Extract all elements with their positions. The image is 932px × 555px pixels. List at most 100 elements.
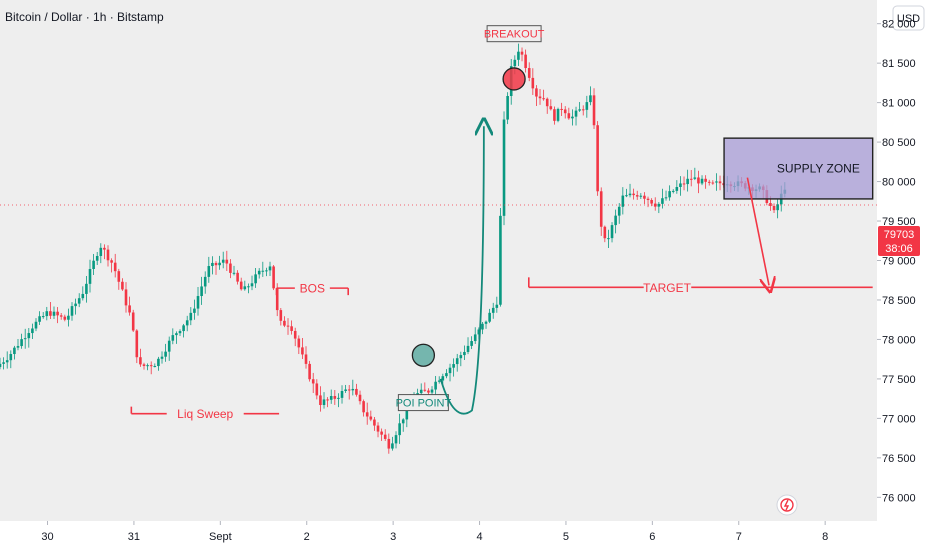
candle-body [531, 77, 535, 89]
candle-body [319, 395, 322, 406]
candle-body [106, 249, 110, 261]
candle-body [542, 98, 545, 100]
candle-body [20, 339, 23, 347]
y-tick-label: 76 000 [882, 492, 916, 504]
candle-body [538, 96, 542, 99]
candle-body [380, 431, 383, 435]
candle-body [617, 206, 621, 216]
candle-body [196, 296, 200, 309]
candle-body [646, 198, 650, 200]
candle-body [286, 325, 290, 327]
y-tick-label: 76 500 [882, 453, 916, 465]
candle-body [214, 262, 218, 266]
candle-body [351, 388, 355, 391]
candle-body [635, 195, 639, 197]
candle-body [67, 315, 70, 320]
candle-body [599, 191, 603, 227]
candle-body [193, 308, 196, 313]
time-axis[interactable] [0, 521, 932, 550]
lightning-icon[interactable] [776, 494, 798, 516]
candle-body [0, 363, 2, 368]
candle-body [52, 311, 56, 316]
candle-body [5, 360, 9, 363]
candle-body [160, 356, 164, 359]
candle-body [207, 266, 211, 277]
candle-body [477, 329, 481, 335]
candle-body [117, 271, 121, 282]
breakout-label-box [486, 25, 542, 43]
poi-label: POI POINT [396, 398, 452, 410]
x-tick-label: Sept [209, 531, 232, 543]
candle-body [610, 225, 614, 239]
candle-body [387, 438, 391, 449]
candle-body [121, 281, 124, 290]
candle-body [459, 355, 463, 359]
candle-body [128, 305, 131, 313]
candle-body [769, 203, 772, 206]
candle-body [81, 293, 85, 299]
candle-body [31, 328, 34, 334]
candle-body [301, 347, 304, 355]
candle-body [430, 389, 434, 393]
y-tick-label: 81 000 [882, 98, 916, 110]
candle-body [88, 269, 92, 284]
y-tick-label: 77 500 [882, 374, 916, 386]
candle-body [376, 425, 380, 432]
price-countdown: 38:06 [885, 243, 913, 255]
candle-body [427, 390, 430, 393]
candle-body [423, 389, 427, 391]
candle-body [607, 238, 610, 240]
chart-title: Bitcoin / Dollar · 1h · Bitstamp [5, 10, 164, 24]
candle-body [373, 419, 376, 426]
candle-body [283, 320, 286, 326]
target-arrow [746, 177, 769, 286]
candle-body [344, 389, 347, 391]
candle-body [567, 113, 571, 119]
candle-body [661, 198, 664, 204]
bos-label: BOS [300, 282, 325, 296]
candle-body [203, 276, 207, 287]
y-tick-label: 80 000 [882, 177, 916, 189]
breakout-circle [502, 67, 526, 91]
candle-body [103, 247, 106, 250]
candle-body [13, 347, 16, 355]
candle-body [664, 197, 668, 199]
x-tick-label: 7 [736, 531, 742, 543]
candle-body [45, 311, 49, 317]
candle-body [182, 325, 185, 332]
plot-area[interactable] [0, 0, 877, 521]
candle-body [77, 298, 81, 304]
price-axis[interactable] [877, 0, 932, 521]
candle-body [682, 183, 686, 185]
candle-body [142, 364, 146, 366]
candle-body [232, 272, 236, 274]
y-tick-label: 78 500 [882, 295, 916, 307]
candle-body [275, 288, 279, 311]
candle-body [9, 354, 13, 361]
candle-body [394, 435, 398, 444]
candle-body [549, 106, 553, 110]
candle-body [563, 109, 567, 114]
candle-body [495, 304, 499, 308]
candle-body [279, 310, 283, 321]
candle-body [311, 379, 315, 384]
y-tick-label: 78 000 [882, 334, 916, 346]
currency-button[interactable]: USD [892, 5, 925, 31]
candle-body [401, 419, 405, 424]
candle-body [124, 289, 128, 306]
candle-body [85, 283, 88, 294]
candle-body [16, 346, 20, 348]
candle-body [621, 195, 625, 207]
candle-body [581, 109, 585, 111]
candle-body [628, 193, 632, 196]
candle-body [268, 266, 272, 271]
candle-body [578, 109, 581, 111]
candle-body [455, 358, 459, 365]
candle-body [74, 303, 77, 307]
candle-body [157, 358, 160, 367]
x-tick-label: 31 [128, 531, 140, 543]
candle-body [653, 203, 657, 207]
candle-body [92, 260, 95, 270]
